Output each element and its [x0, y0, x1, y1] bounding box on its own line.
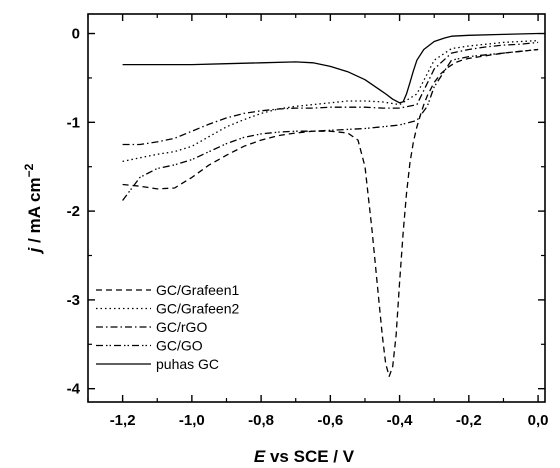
x-tick-label: -0,6	[317, 412, 343, 429]
legend-label: GC/Grafeen2	[156, 301, 239, 317]
series-layer	[122, 32, 539, 377]
series-line-2	[122, 39, 539, 163]
x-axis-title-var: E	[254, 447, 266, 466]
y-tick-label: -3	[67, 292, 80, 309]
plot-border	[87, 13, 546, 403]
series-line-4	[122, 48, 539, 201]
x-tick-label: -0,4	[387, 412, 414, 429]
y-tick-label: -2	[67, 203, 80, 220]
x-axis-title-rest: vs SCE / V	[265, 447, 354, 466]
x-axis-title: E vs SCE / V	[254, 447, 355, 466]
series-line-1	[122, 48, 539, 377]
y-axis-title-var: j	[25, 246, 44, 254]
y-axis-title-sup: −2	[22, 163, 36, 177]
legend-label: GC/rGO	[156, 319, 207, 335]
series-line-3	[122, 41, 539, 146]
x-tick-label: -1,2	[110, 412, 136, 429]
y-tick-label: 0	[72, 26, 80, 43]
y-axis: 0 -1 -2 -3 -4	[67, 26, 545, 398]
x-tick-label: -0,8	[248, 412, 274, 429]
x-tick-label: -1,0	[179, 412, 205, 429]
y-tick-label: -4	[67, 381, 81, 398]
y-axis-title-rest: / mA cm	[25, 177, 44, 247]
x-tick-label: -0,2	[456, 412, 482, 429]
series-line-5	[122, 32, 539, 104]
y-tick-label: -1	[67, 114, 80, 131]
plot-frame	[87, 13, 546, 403]
legend-label: GC/Grafeen1	[156, 282, 239, 298]
x-tick-label: 0,0	[528, 412, 549, 429]
legend-label: puhas GC	[156, 356, 219, 372]
legend-label: GC/GO	[156, 338, 203, 354]
x-axis: -1,2 -1,0 -0,8 -0,6 -0,4 -0,2 0,0	[87, 14, 549, 429]
y-axis-title: j / mA cm−2	[22, 163, 44, 254]
legend: GC/Grafeen1 GC/Grafeen2 GC/rGO GC/GO puhas G…	[96, 282, 239, 372]
